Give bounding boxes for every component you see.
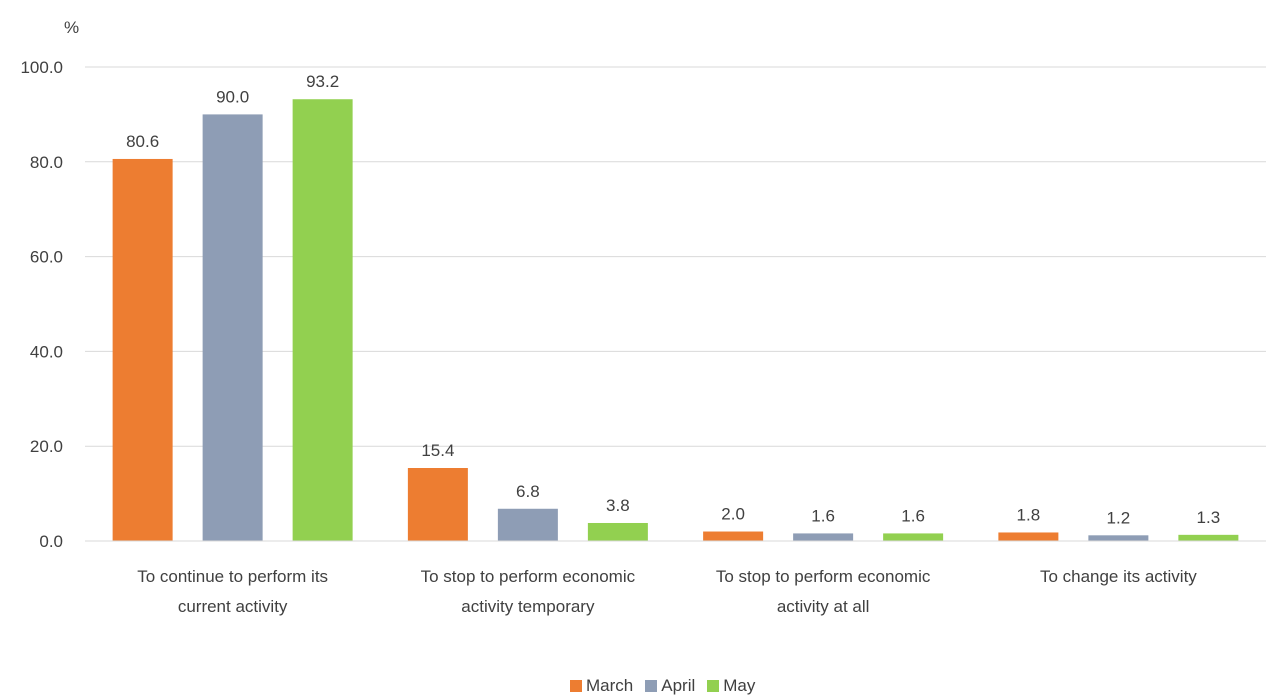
y-tick-label: 20.0 bbox=[30, 437, 63, 456]
y-tick-label: 40.0 bbox=[30, 342, 63, 361]
data-label: 90.0 bbox=[216, 87, 249, 106]
data-label: 15.4 bbox=[421, 441, 454, 460]
bar bbox=[703, 531, 764, 541]
bar bbox=[407, 468, 468, 541]
x-category-label: current activity bbox=[178, 597, 288, 616]
chart-legend: March April May bbox=[570, 676, 767, 696]
data-label: 1.8 bbox=[1017, 505, 1041, 524]
y-tick-label: 0.0 bbox=[39, 532, 63, 551]
y-tick-label: 60.0 bbox=[30, 248, 63, 267]
legend-item: April bbox=[645, 676, 695, 696]
bar bbox=[587, 522, 648, 541]
legend-swatch bbox=[707, 680, 720, 692]
legend-label: May bbox=[723, 676, 756, 695]
data-label: 2.0 bbox=[721, 505, 745, 524]
y-tick-label: 100.0 bbox=[20, 58, 63, 77]
bar bbox=[998, 532, 1059, 541]
x-category-label: To stop to perform economic bbox=[716, 567, 931, 586]
data-label: 80.6 bbox=[126, 132, 159, 151]
data-label: 6.8 bbox=[516, 482, 540, 501]
y-tick-label: 80.0 bbox=[30, 153, 63, 172]
bar bbox=[292, 99, 353, 542]
x-category-label: To stop to perform economic bbox=[421, 567, 636, 586]
bar bbox=[497, 508, 558, 541]
legend-item: May bbox=[707, 676, 755, 696]
x-category-label: To continue to perform its bbox=[137, 567, 328, 586]
bar bbox=[1178, 534, 1239, 541]
data-label: 1.2 bbox=[1107, 508, 1131, 527]
data-label: 1.6 bbox=[901, 506, 925, 525]
y-axis-unit-label: % bbox=[64, 18, 80, 37]
data-label: 93.2 bbox=[306, 72, 339, 91]
bar bbox=[112, 158, 173, 541]
x-category-label: activity temporary bbox=[461, 597, 595, 616]
legend-label: April bbox=[661, 676, 696, 695]
bar bbox=[1088, 535, 1149, 541]
data-label: 1.6 bbox=[811, 506, 835, 525]
legend-swatch bbox=[645, 680, 658, 692]
data-label: 3.8 bbox=[606, 496, 630, 515]
data-label: 1.3 bbox=[1197, 508, 1221, 527]
x-category-label: activity at all bbox=[777, 597, 870, 616]
legend-item: March bbox=[570, 676, 633, 696]
bar bbox=[883, 533, 944, 541]
bar bbox=[793, 533, 854, 541]
legend-label: March bbox=[586, 676, 634, 695]
legend-swatch bbox=[570, 680, 582, 692]
bar bbox=[202, 114, 263, 542]
x-category-label: To change its activity bbox=[1040, 567, 1197, 586]
